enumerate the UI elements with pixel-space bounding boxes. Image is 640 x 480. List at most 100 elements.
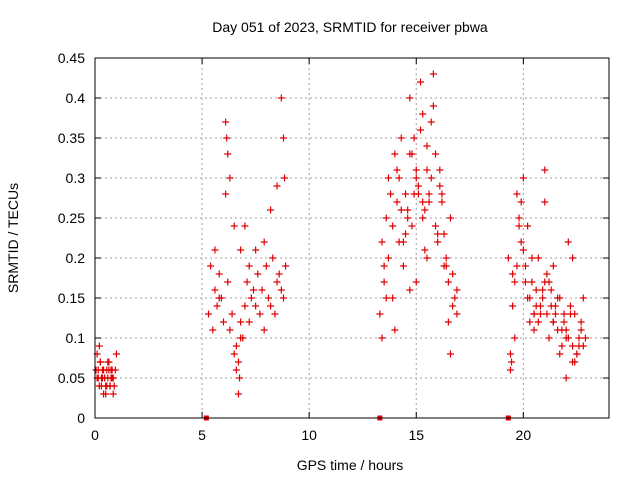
data-point — [432, 222, 440, 230]
data-point — [245, 318, 253, 326]
data-point — [453, 310, 461, 318]
data-point — [414, 182, 422, 190]
data-point — [427, 118, 435, 126]
data-point — [524, 222, 532, 230]
data-point — [515, 214, 523, 222]
data-point — [575, 342, 583, 350]
y-tick-label: 0.05 — [58, 370, 85, 386]
data-point — [271, 310, 279, 318]
data-point — [245, 262, 253, 270]
data-point — [545, 334, 553, 342]
data-point — [108, 374, 116, 382]
data-point — [509, 270, 517, 278]
y-tick-label: 0.15 — [58, 290, 85, 306]
data-point — [262, 262, 270, 270]
data-point — [534, 318, 542, 326]
data-point — [220, 318, 227, 326]
data-point — [438, 198, 446, 206]
data-point — [378, 334, 386, 342]
data-point — [267, 302, 275, 310]
data-point — [232, 342, 240, 350]
data-point — [94, 366, 102, 374]
data-point — [560, 318, 568, 326]
data-point — [252, 246, 260, 254]
data-point — [103, 382, 111, 390]
data-point — [547, 286, 555, 294]
data-point — [423, 142, 431, 150]
chart-title: Day 051 of 2023, SRMTID for receiver pbw… — [212, 19, 488, 35]
data-point — [236, 374, 244, 382]
data-point — [412, 278, 420, 286]
x-tick-label: 10 — [301, 427, 317, 443]
data-point — [423, 254, 431, 262]
data-point — [222, 118, 230, 126]
data-point — [382, 294, 390, 302]
data-point — [382, 214, 390, 222]
data-point — [273, 182, 281, 190]
data-point — [549, 262, 557, 270]
data-point — [256, 310, 264, 318]
data-point — [402, 230, 410, 238]
y-tick-label: 0.25 — [58, 210, 85, 226]
grid-layer — [95, 58, 609, 418]
data-point — [243, 278, 251, 286]
data-point — [412, 174, 420, 182]
data-point — [419, 214, 427, 222]
data-point — [558, 326, 566, 334]
data-point — [541, 278, 549, 286]
data-point — [425, 198, 433, 206]
data-point — [509, 302, 517, 310]
data-point — [226, 174, 234, 182]
data-point — [453, 286, 461, 294]
data-point — [273, 278, 281, 286]
data-point — [579, 294, 587, 302]
data-point — [569, 254, 577, 262]
data-point — [444, 278, 452, 286]
data-point — [442, 254, 450, 262]
data-point — [205, 310, 213, 318]
tick-layer: 0 0.05 0.1 0.15 0.2 0.25 0.3 0.35 0.4 0.45 0 5 10 15 2… — [58, 50, 609, 443]
data-point — [427, 174, 435, 182]
data-point — [389, 222, 397, 230]
data-point — [532, 302, 540, 310]
data-point — [258, 286, 266, 294]
data-point — [566, 302, 574, 310]
data-point — [556, 350, 564, 358]
data-point — [530, 326, 538, 334]
data-point — [564, 238, 572, 246]
data-point — [211, 246, 219, 254]
data-point — [551, 310, 559, 318]
data-point — [228, 310, 236, 318]
data-point — [213, 302, 221, 310]
data-point — [402, 190, 410, 198]
data-point — [406, 150, 414, 158]
data-point — [391, 326, 399, 334]
data-point — [517, 198, 525, 206]
data-point — [389, 294, 397, 302]
data-point — [215, 294, 223, 302]
data-point — [515, 222, 523, 230]
data-point — [223, 134, 231, 142]
data-point — [209, 326, 217, 334]
data-point — [104, 358, 112, 366]
data-point — [432, 150, 440, 158]
data-point — [528, 278, 536, 286]
data-point — [222, 190, 230, 198]
data-point — [264, 294, 272, 302]
data-point — [226, 326, 234, 334]
data-point — [109, 390, 117, 398]
data-point — [425, 190, 433, 198]
data-point — [581, 334, 589, 342]
data-point — [541, 198, 549, 206]
data-point — [429, 102, 437, 110]
points-layer — [92, 70, 589, 421]
data-point — [279, 294, 287, 302]
data-point — [275, 270, 283, 278]
data-point — [429, 70, 437, 78]
data-point — [249, 286, 257, 294]
data-point — [575, 334, 583, 342]
data-point — [569, 358, 577, 366]
data-point — [279, 134, 287, 142]
data-point — [230, 222, 238, 230]
data-point — [414, 190, 422, 198]
